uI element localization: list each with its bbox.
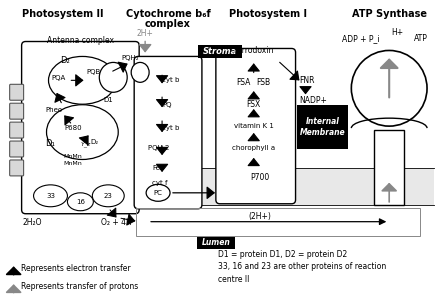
Ellipse shape bbox=[131, 62, 149, 82]
Text: H+: H+ bbox=[391, 28, 403, 37]
Text: Internal
Membrane: Internal Membrane bbox=[300, 118, 345, 137]
Text: Ferrodoxin: Ferrodoxin bbox=[233, 46, 274, 55]
Ellipse shape bbox=[46, 105, 118, 159]
Text: chorophyll a: chorophyll a bbox=[232, 145, 275, 151]
Text: 2H+: 2H+ bbox=[137, 29, 154, 38]
Text: cyt b: cyt b bbox=[162, 77, 180, 83]
Text: MnMn: MnMn bbox=[63, 155, 82, 159]
Text: Cytochrome b₆f
complex: Cytochrome b₆f complex bbox=[126, 9, 210, 29]
Text: D1 = protein D1, D2 = protein D2
33, 16 and 23 are other proteins of reaction
ce: D1 = protein D1, D2 = protein D2 33, 16 … bbox=[218, 250, 386, 284]
Text: vitamin K 1: vitamin K 1 bbox=[234, 123, 274, 129]
Text: Represents electron transfer: Represents electron transfer bbox=[21, 264, 130, 273]
Text: PQH₂: PQH₂ bbox=[121, 55, 139, 62]
Ellipse shape bbox=[34, 185, 67, 207]
Text: D₁: D₁ bbox=[46, 139, 56, 147]
Text: D₂: D₂ bbox=[60, 56, 71, 65]
Text: D₂: D₂ bbox=[90, 139, 99, 145]
Bar bbox=[374, 130, 404, 205]
FancyBboxPatch shape bbox=[216, 48, 296, 204]
Text: cyt f: cyt f bbox=[152, 180, 168, 186]
Text: 2H₂O: 2H₂O bbox=[23, 218, 42, 227]
FancyBboxPatch shape bbox=[21, 42, 139, 214]
Text: ATP Synthase: ATP Synthase bbox=[352, 9, 427, 19]
Text: NADP+: NADP+ bbox=[300, 96, 328, 105]
Text: FNR: FNR bbox=[300, 76, 315, 85]
Bar bbox=[21, 168, 434, 205]
Text: Stroma: Stroma bbox=[203, 47, 237, 57]
Text: Represents transfer of protons: Represents transfer of protons bbox=[21, 282, 138, 291]
FancyBboxPatch shape bbox=[10, 103, 24, 119]
Text: PQA: PQA bbox=[51, 75, 66, 81]
FancyBboxPatch shape bbox=[10, 141, 24, 157]
Text: O₂ + 4H⁺: O₂ + 4H⁺ bbox=[101, 218, 136, 227]
Bar bbox=[136, 208, 420, 236]
Bar bbox=[197, 237, 235, 248]
Text: PC: PC bbox=[154, 190, 162, 196]
Text: PQ: PQ bbox=[162, 102, 172, 108]
Ellipse shape bbox=[92, 185, 124, 207]
Text: FeS: FeS bbox=[152, 165, 164, 171]
Text: 16: 16 bbox=[76, 199, 85, 205]
Text: (2H+): (2H+) bbox=[248, 212, 271, 221]
Text: FSX: FSX bbox=[247, 100, 261, 109]
FancyBboxPatch shape bbox=[10, 84, 24, 100]
Text: Y_z: Y_z bbox=[81, 141, 91, 147]
Text: Photosystem I: Photosystem I bbox=[229, 9, 307, 19]
Text: cyt b: cyt b bbox=[162, 125, 180, 131]
Circle shape bbox=[351, 50, 427, 126]
FancyBboxPatch shape bbox=[10, 122, 24, 138]
Text: FSA: FSA bbox=[237, 78, 251, 87]
Text: PQB: PQB bbox=[86, 69, 100, 75]
Text: D1: D1 bbox=[103, 97, 113, 103]
Text: 23: 23 bbox=[104, 193, 113, 199]
Text: MnMn: MnMn bbox=[63, 162, 82, 166]
Text: ATP: ATP bbox=[414, 34, 428, 43]
Bar bbox=[198, 46, 242, 58]
Ellipse shape bbox=[49, 56, 116, 104]
FancyBboxPatch shape bbox=[10, 160, 24, 176]
Ellipse shape bbox=[99, 62, 127, 92]
Text: Pheo: Pheo bbox=[45, 107, 62, 113]
Text: P680: P680 bbox=[64, 125, 82, 131]
FancyBboxPatch shape bbox=[134, 56, 202, 209]
Text: P700: P700 bbox=[250, 174, 269, 182]
Text: 33: 33 bbox=[46, 193, 55, 199]
Text: Lumen: Lumen bbox=[201, 238, 230, 247]
Text: FSB: FSB bbox=[257, 78, 271, 87]
Text: Photosystem II: Photosystem II bbox=[22, 9, 103, 19]
Text: Antenna complex: Antenna complex bbox=[47, 35, 114, 45]
Ellipse shape bbox=[146, 184, 170, 201]
Text: ADP + P_i: ADP + P_i bbox=[343, 34, 380, 43]
FancyBboxPatch shape bbox=[297, 105, 348, 149]
Ellipse shape bbox=[67, 193, 93, 211]
Text: PQH 2: PQH 2 bbox=[148, 145, 170, 151]
